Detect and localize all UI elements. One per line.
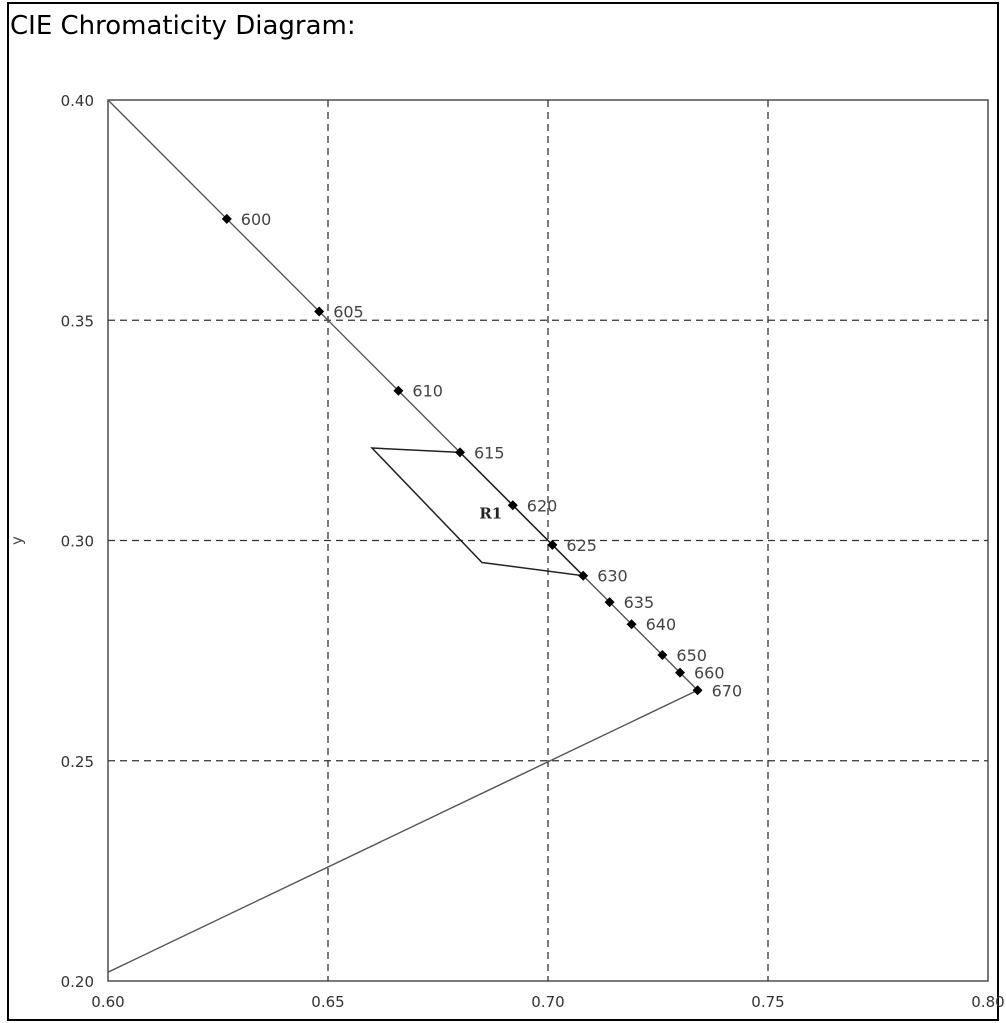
wavelength-label: 635 [624,593,655,612]
wavelength-label: 620 [527,496,558,515]
x-tick-label: 0.60 [91,993,124,1011]
chart-title: CIE Chromaticity Diagram: [10,11,356,41]
wavelength-marker [578,570,589,581]
wavelength-marker [657,650,668,661]
y-tick-label: 0.25 [61,753,94,771]
wavelength-marker [675,667,685,678]
wavelength-label: 600 [241,210,272,229]
wavelength-marker [507,500,518,511]
wavelength-marker [393,385,404,396]
x-tick-label: 0.70 [531,993,564,1011]
y-tick-label: 0.20 [61,973,94,991]
region-r1-label: R1 [479,504,502,522]
y-tick-label: 0.30 [61,533,94,551]
x-tick-label: 0.65 [311,993,344,1011]
wavelength-label: 610 [412,382,443,401]
x-tick-label: 0.75 [751,993,784,1011]
plot-border [107,99,989,982]
wavelength-label: 650 [676,646,707,665]
y-tick-label: 0.35 [61,312,94,330]
wavelength-marker [547,539,558,550]
purple-line [107,689,698,973]
wavelength-label: 670 [712,681,743,700]
wavelength-label: 660 [694,664,725,683]
wavelength-label: 625 [566,536,597,555]
wavelength-marker [221,213,232,224]
wavelength-label: 615 [474,443,505,462]
y-axis-label: y [8,536,26,545]
x-tick-label: 0.80 [971,993,1004,1011]
wavelength-marker [455,447,465,458]
wavelength-marker [604,597,615,608]
wavelength-marker [314,306,325,317]
wavelength-label: 630 [597,567,628,586]
region-r1-outline [370,447,586,577]
chart-frame [7,2,999,1021]
wavelength-marker [692,685,703,696]
y-tick-label: 0.40 [61,92,94,110]
wavelength-marker [626,619,637,630]
wavelength-label: 605 [333,302,364,321]
wavelength-label: 640 [646,615,677,634]
